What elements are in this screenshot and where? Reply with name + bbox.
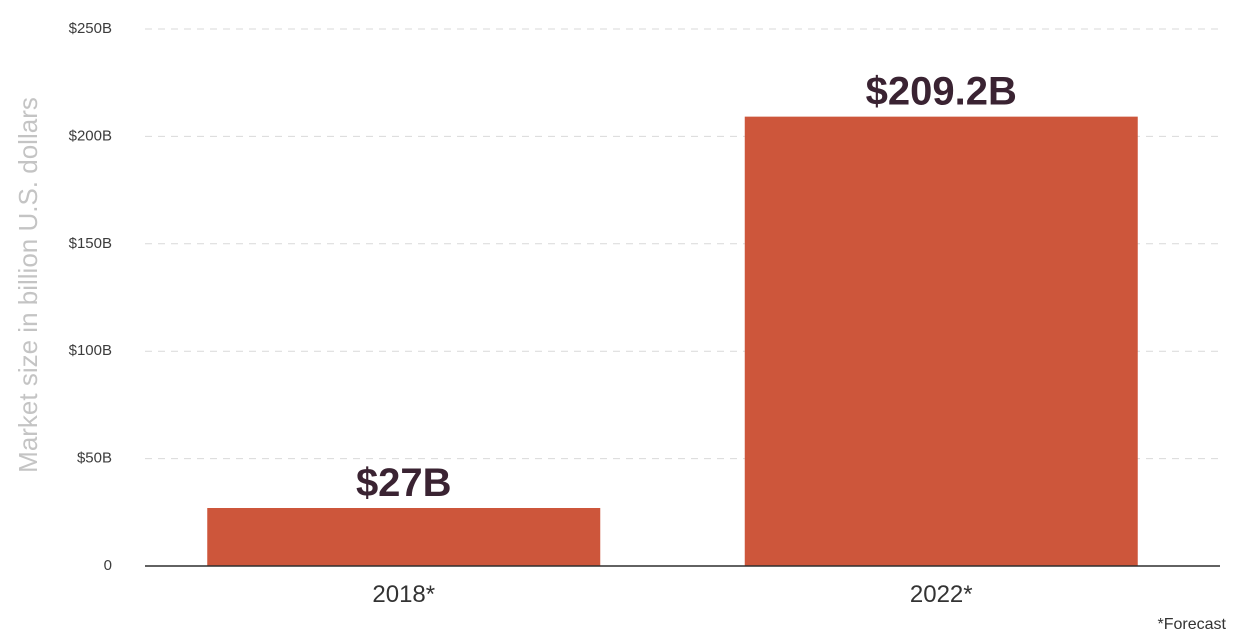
forecast-footnote: *Forecast [1158,616,1227,633]
bar [207,508,601,566]
y-tick-label: 0 [104,557,112,574]
bars [207,116,1138,566]
x-tick-label: 2022* [910,581,973,608]
y-axis-ticks: 0 $50B $100B $150B $200B $250B [69,20,112,574]
data-label: $209.2B [866,70,1017,114]
bar [744,116,1138,566]
y-tick-label: $200B [69,127,112,144]
y-tick-label: $50B [77,450,112,467]
y-axis-title: Market size in billion U.S. dollars [13,97,43,473]
y-tick-label: $150B [69,235,112,252]
y-tick-label: $250B [69,20,112,37]
gridlines [145,28,1220,460]
labels: $27B 2018* $209.2B 2022* [356,70,1017,608]
x-tick-label: 2018* [372,581,435,608]
y-tick-label: $100B [69,342,112,359]
data-label: $27B [356,461,452,505]
